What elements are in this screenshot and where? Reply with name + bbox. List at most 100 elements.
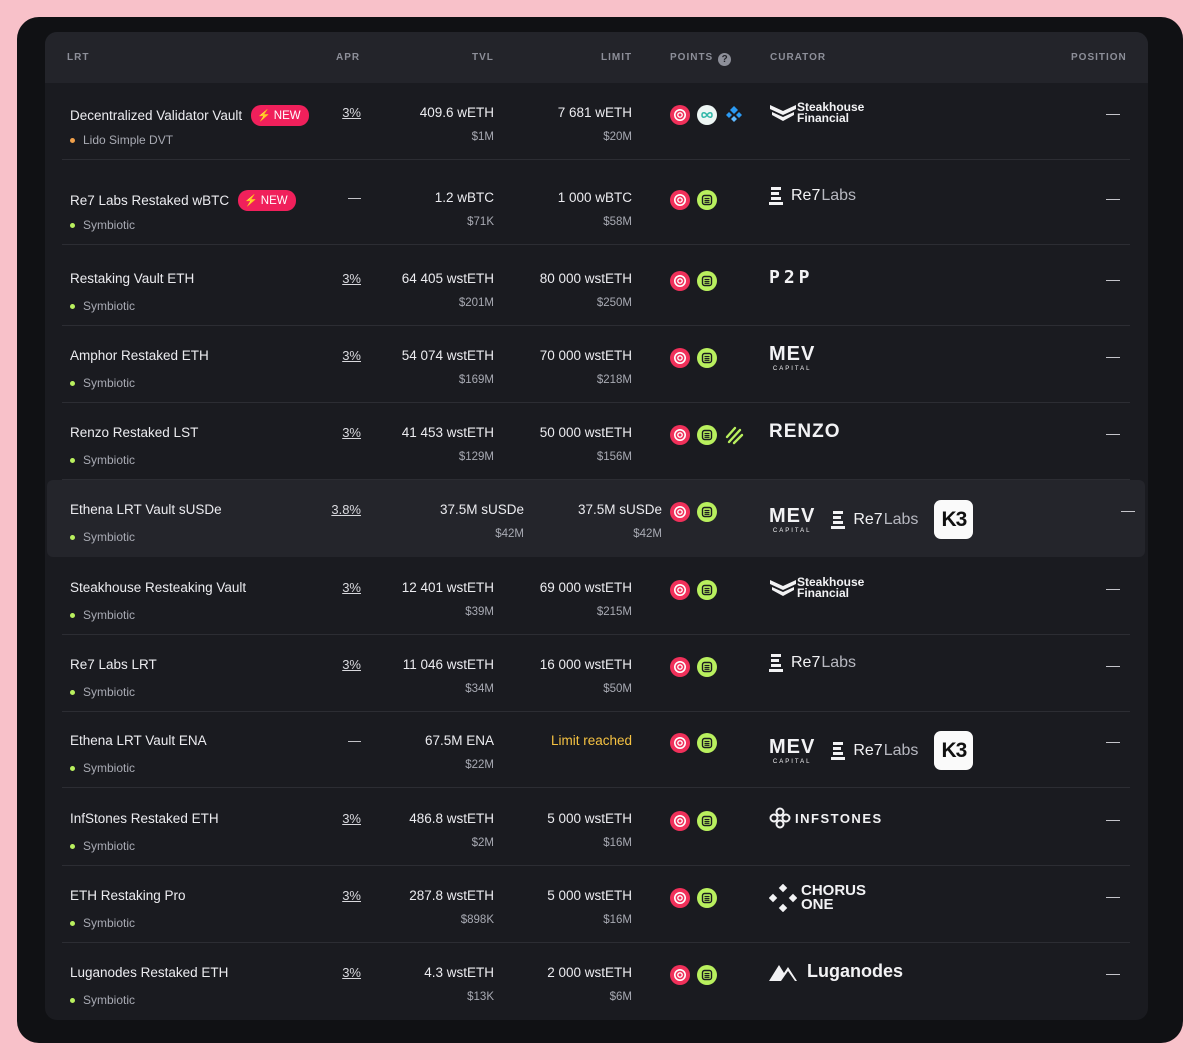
vault-name[interactable]: InfStones Restaked ETH	[70, 811, 219, 826]
points-icons	[670, 502, 717, 522]
curator-logo-re7[interactable]: Re7 Labs	[831, 741, 918, 761]
network-label: Symbiotic	[70, 916, 135, 930]
header-tvl[interactable]: TVL	[472, 52, 494, 63]
points-icons	[670, 190, 717, 210]
network-label: Symbiotic	[70, 299, 135, 313]
table-row[interactable]: ETH Restaking Pro Symbiotic 3% 287.8 wstETH…	[62, 866, 1130, 943]
infstones-icon	[769, 807, 791, 829]
apr-value[interactable]: 3%	[342, 271, 361, 286]
vault-name[interactable]: Decentralized Validator Vault ⚡ NEW	[70, 105, 309, 126]
curator-name: RENZO	[769, 421, 841, 442]
obol-icon	[697, 105, 717, 125]
network-name: Symbiotic	[83, 608, 136, 622]
table-row[interactable]: Decentralized Validator Vault ⚡ NEW Lido Si…	[62, 83, 1130, 160]
curator-logos: Steakhouse Financial	[769, 576, 864, 600]
curator-logo-steakhouse[interactable]: Steakhouse Financial	[769, 576, 864, 600]
vault-name[interactable]: Re7 Labs Restaked wBTC ⚡ NEW	[70, 190, 296, 211]
curator-logo-re7[interactable]: Re7 Labs	[769, 186, 856, 206]
apr-value[interactable]: 3%	[342, 657, 361, 672]
table-row[interactable]: InfStones Restaked ETH Symbiotic 3% 486.8 w…	[62, 789, 1130, 866]
curator-name-2: Labs	[821, 187, 857, 204]
network-name: Symbiotic	[83, 453, 136, 467]
limit-usd: $20M	[603, 131, 632, 143]
tvl-usd: $201M	[458, 297, 494, 309]
table-row[interactable]: Steakhouse Resteaking Vault Symbiotic 3% 12…	[62, 558, 1130, 635]
curator-logo-re7[interactable]: Re7 Labs	[769, 653, 856, 673]
tvl-value: 11 046 wstETH	[402, 657, 494, 672]
table-row[interactable]: Ethena LRT Vault sUSDe Symbiotic 3.8% 37.5M…	[47, 480, 1145, 557]
table-row[interactable]: Re7 Labs Restaked wBTC ⚡ NEW Symbiotic — 1.2 …	[62, 168, 1130, 245]
limit-value: 7 681 wETH	[557, 105, 632, 120]
table-row[interactable]: Amphor Restaked ETH Symbiotic 3% 54 074 wst…	[62, 326, 1130, 403]
network-name: Symbiotic	[83, 376, 136, 390]
header-lrt[interactable]: LRT	[67, 52, 90, 63]
curator-logo-mev[interactable]: MEV CAPITAL	[769, 737, 815, 765]
mellow-icon	[670, 271, 690, 291]
curator-name-line2: Financial	[797, 111, 850, 125]
position-value: —	[1106, 190, 1120, 206]
vault-name[interactable]: Luganodes Restaked ETH	[70, 965, 228, 980]
position-value: —	[1106, 733, 1120, 749]
network-label: Symbiotic	[70, 608, 135, 622]
symbiotic-icon	[697, 190, 717, 210]
apr-value[interactable]: 3%	[342, 348, 361, 363]
vault-name[interactable]: Ethena LRT Vault sUSDe	[70, 502, 222, 517]
position-value: —	[1106, 105, 1120, 121]
curator-logo-luganodes[interactable]: Luganodes	[769, 961, 903, 982]
curator-logo-infstones[interactable]: INFSTONES	[769, 807, 883, 829]
curator-logo-re7[interactable]: Re7 Labs	[831, 510, 918, 530]
table-row[interactable]: Renzo Restaked LST Symbiotic 3% 41 453 wstE…	[62, 403, 1130, 480]
curator-logo-k3[interactable]: K3	[934, 731, 974, 770]
apr-value[interactable]: 3.8%	[331, 502, 361, 517]
curator-logo-chorus[interactable]: CHORUS ONE	[769, 883, 866, 912]
table-row[interactable]: Luganodes Restaked ETH Symbiotic 3% 4.3 wst…	[62, 943, 1130, 1020]
points-icons	[670, 580, 717, 600]
table-row[interactable]: Re7 Labs LRT Symbiotic 3% 11 046 wstETH $34M…	[62, 635, 1130, 712]
vault-name[interactable]: Renzo Restaked LST	[70, 425, 198, 440]
vault-name[interactable]: ETH Restaking Pro	[70, 888, 186, 903]
apr-value[interactable]: 3%	[342, 425, 361, 440]
header-apr[interactable]: APR	[336, 52, 361, 63]
header-limit[interactable]: LIMIT	[601, 52, 633, 63]
header-position[interactable]: POSITION	[1071, 52, 1127, 63]
curator-name: Luganodes	[807, 961, 904, 981]
apr-value[interactable]: 3%	[342, 580, 361, 595]
symbiotic-icon	[697, 888, 717, 908]
network-dot	[70, 534, 75, 540]
new-badge-label: NEW	[273, 109, 301, 122]
curator-logo-renzo[interactable]: RENZO	[769, 421, 841, 443]
points-icons	[670, 733, 717, 753]
apr-value[interactable]: 3%	[342, 888, 361, 903]
apr-value[interactable]: 3%	[342, 965, 361, 980]
tvl-value: 1.2 wBTC	[434, 190, 494, 205]
curator-logo-k3[interactable]: K3	[934, 500, 974, 539]
tvl-usd: $1M	[471, 131, 494, 143]
table-row[interactable]: Restaking Vault ETH Symbiotic 3% 64 405 wst…	[62, 249, 1130, 326]
curator-logo-steakhouse[interactable]: Steakhouse Financial	[769, 101, 864, 125]
curator-logo-mev[interactable]: MEV CAPITAL	[769, 506, 815, 534]
table-row[interactable]: Ethena LRT Vault ENA Symbiotic — 67.5M ENA $…	[62, 711, 1130, 788]
points-icons	[670, 425, 744, 445]
apr-value[interactable]: 3%	[342, 105, 361, 120]
apr-value[interactable]: 3%	[342, 811, 361, 826]
help-icon[interactable]: ?	[718, 53, 732, 66]
vault-name[interactable]: Amphor Restaked ETH	[70, 348, 209, 363]
vault-name-text: Steakhouse Resteaking Vault	[70, 580, 247, 595]
vault-name[interactable]: Restaking Vault ETH	[70, 271, 194, 286]
vault-name-text: ETH Restaking Pro	[70, 888, 186, 903]
network-name: Symbiotic	[83, 761, 136, 775]
vault-name-text: Renzo Restaked LST	[70, 425, 199, 440]
curator-name-sub: CAPITAL	[772, 527, 812, 534]
vault-name[interactable]: Steakhouse Resteaking Vault	[70, 580, 246, 595]
points-icons	[670, 965, 717, 985]
vault-name[interactable]: Ethena LRT Vault ENA	[70, 733, 207, 748]
curator-name-sub: CAPITAL	[772, 758, 812, 765]
curator-name: Steakhouse Financial	[797, 101, 864, 125]
tvl-value: 287.8 wstETH	[409, 888, 494, 903]
vault-name[interactable]: Re7 Labs LRT	[70, 657, 157, 672]
points-icons	[670, 888, 717, 908]
mellow-icon	[670, 580, 690, 600]
curator-logo-mev[interactable]: MEV CAPITAL	[769, 344, 815, 372]
network-dot	[70, 380, 75, 386]
curator-logo-p2p[interactable]: P2P	[769, 267, 814, 288]
